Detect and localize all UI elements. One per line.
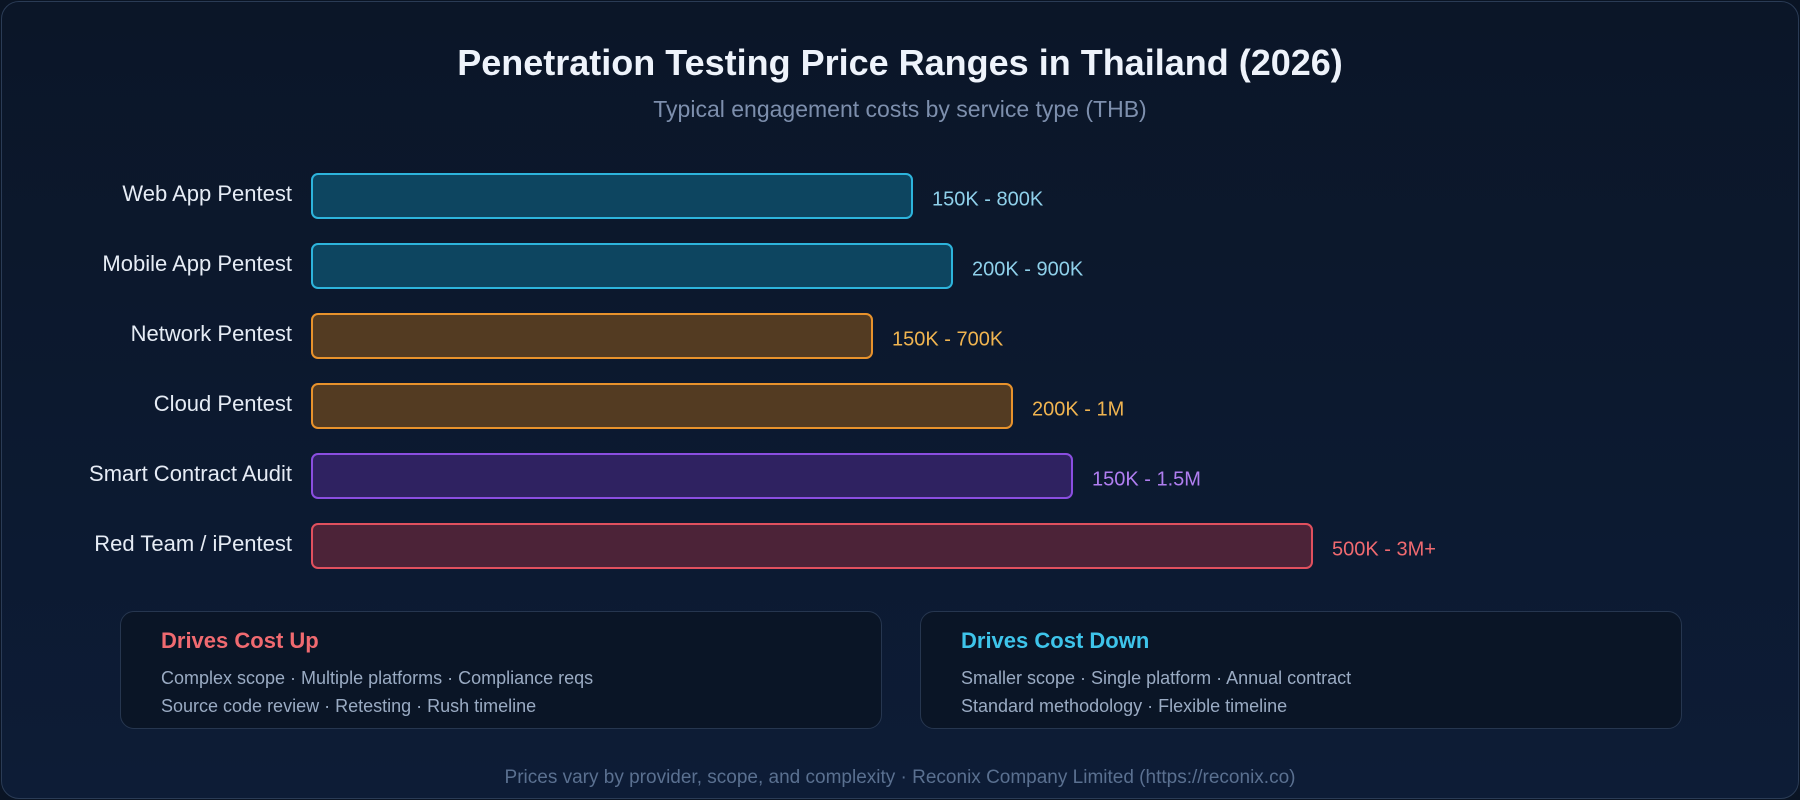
bar-chart: Web App Pentest 150K - 800K Mobile App Pen…	[89, 173, 1436, 569]
category-label-smart-contract-audit: Smart Contract Audit	[89, 461, 292, 486]
range-label-mobile-app-pentest: 200K - 900K	[972, 258, 1084, 280]
bar-red-team-ipentest	[311, 523, 1313, 569]
drives-cost-up-line-2: Source code review · Retesting · Rush ti…	[161, 696, 537, 716]
category-label-red-team-ipentest: Red Team / iPentest	[94, 531, 292, 556]
drives-cost-down-line-1: Smaller scope · Single platform · Annual…	[961, 668, 1352, 688]
range-label-cloud-pentest: 200K - 1M	[1032, 398, 1124, 420]
bar-cloud-pentest	[311, 383, 1013, 429]
category-label-network-pentest: Network Pentest	[131, 321, 292, 346]
range-label-network-pentest: 150K - 700K	[892, 328, 1004, 350]
range-label-red-team-ipentest: 500K - 3M+	[1332, 538, 1436, 560]
category-label-cloud-pentest: Cloud Pentest	[154, 391, 292, 416]
drives-cost-up-box: Drives Cost Up Complex scope · Multiple …	[120, 611, 882, 729]
category-label-mobile-app-pentest: Mobile App Pentest	[102, 251, 292, 276]
chart-title: Penetration Testing Price Ranges in Thai…	[457, 42, 1343, 83]
range-label-web-app-pentest: 150K - 800K	[932, 188, 1044, 210]
bar-smart-contract-audit	[311, 453, 1073, 499]
bar-network-pentest	[311, 313, 873, 359]
drives-cost-down-line-2: Standard methodology · Flexible timeline	[961, 696, 1288, 716]
bar-web-app-pentest	[311, 173, 913, 219]
range-label-smart-contract-audit: 150K - 1.5M	[1092, 468, 1201, 490]
chart-subtitle: Typical engagement costs by service type…	[653, 96, 1147, 122]
footer-note: Prices vary by provider, scope, and comp…	[504, 767, 1296, 788]
drives-cost-down-title: Drives Cost Down	[961, 628, 1150, 653]
category-label-web-app-pentest: Web App Pentest	[122, 181, 292, 206]
drives-cost-up-line-1: Complex scope · Multiple platforms · Com…	[161, 668, 594, 688]
drives-cost-up-title: Drives Cost Up	[161, 628, 319, 653]
drives-cost-down-box: Drives Cost Down Smaller scope · Single …	[920, 611, 1682, 729]
bar-mobile-app-pentest	[311, 243, 953, 289]
